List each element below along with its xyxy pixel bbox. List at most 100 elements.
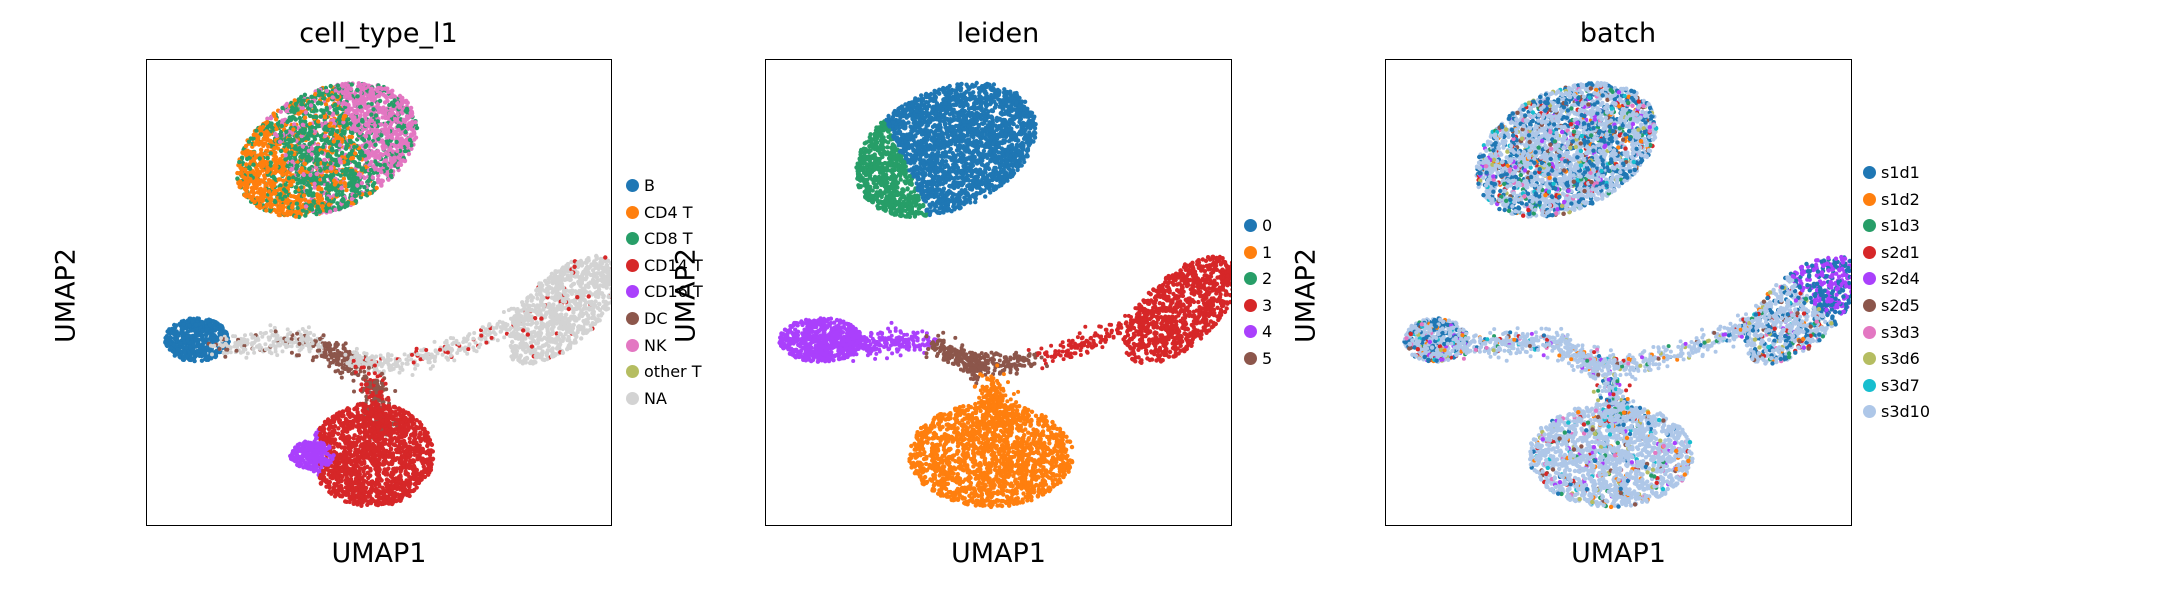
legend-label: 4 [1262, 323, 1272, 342]
legend-item: s2d1 [1863, 240, 1930, 267]
legend-marker [1863, 245, 1876, 259]
legend-label: s1d2 [1881, 190, 1920, 209]
x-axis-label: UMAP1 [765, 538, 1232, 569]
legend-label: 1 [1262, 243, 1272, 262]
legend-label: CD4 T [644, 203, 693, 222]
plot-area [765, 59, 1232, 526]
legend-marker [1863, 272, 1876, 286]
legend-label: CD14 T [644, 256, 703, 275]
legend-label: 0 [1262, 216, 1272, 235]
legend-item: 5 [1244, 346, 1272, 373]
legend-item: CD14 T [626, 253, 703, 280]
point-cluster [1743, 254, 1851, 366]
legend-label: s1d3 [1881, 216, 1920, 235]
point-cluster [288, 439, 336, 472]
legend-label: 5 [1262, 349, 1272, 368]
legend: B CD4 T CD8 T CD14 T CD16 T DC NK other T NA [626, 173, 703, 412]
legend-marker [1863, 405, 1876, 419]
legend-item: CD4 T [626, 200, 703, 227]
legend-item: s3d7 [1863, 373, 1930, 400]
legend-label: other T [644, 362, 701, 381]
legend-label: 2 [1262, 269, 1272, 288]
legend-marker [1863, 166, 1876, 179]
legend-marker [626, 365, 639, 379]
legend-label: s3d3 [1881, 323, 1920, 342]
legend-marker [626, 179, 639, 192]
point-cluster [1528, 401, 1695, 510]
panel-title: cell_type_l1 [146, 18, 611, 49]
legend-label: s3d7 [1881, 376, 1920, 395]
legend-item: 0 [1244, 213, 1272, 240]
legend-item: s1d3 [1863, 213, 1930, 240]
legend-label: s1d1 [1881, 163, 1920, 182]
point-cluster [507, 253, 611, 366]
legend-item: NK [626, 333, 703, 360]
legend-label: s2d5 [1881, 296, 1920, 315]
point-cluster [1583, 303, 1769, 377]
legend-item: B [626, 173, 703, 200]
legend-marker [626, 258, 639, 272]
plot-area [1385, 59, 1852, 526]
legend-marker [626, 338, 639, 352]
legend-marker [1863, 378, 1876, 392]
legend-item: DC [626, 306, 703, 333]
legend-marker [1244, 219, 1257, 232]
legend-item: CD16 T [626, 279, 703, 306]
legend-marker [626, 311, 639, 325]
legend-label: DC [644, 309, 668, 328]
legend-item: s3d3 [1863, 320, 1930, 347]
x-axis-label: UMAP1 [1385, 538, 1852, 569]
legend-marker [1244, 325, 1257, 339]
legend-label: s3d10 [1881, 403, 1930, 422]
legend-marker [626, 232, 639, 246]
panel-title: leiden [765, 18, 1231, 49]
legend-item: s2d4 [1863, 266, 1930, 293]
legend-item: s1d2 [1863, 187, 1930, 214]
legend: 0 1 2 3 4 5 [1244, 213, 1272, 373]
legend-marker [1863, 192, 1876, 206]
point-cluster [1442, 326, 1616, 381]
legend-label: s2d4 [1881, 270, 1920, 289]
umap-panel-cell-type: cell_type_l1 UMAP2 UMAP1 B CD4 T CD8 T CD14… [0, 0, 703, 600]
legend-item: s3d10 [1863, 399, 1930, 426]
legend-item: 4 [1244, 319, 1272, 346]
legend-item: 2 [1244, 266, 1272, 293]
x-axis-label: UMAP1 [146, 538, 612, 569]
panel-title: batch [1385, 18, 1851, 49]
umap-scatter [163, 81, 611, 508]
legend-label: CD8 T [644, 229, 693, 248]
legend-marker [1863, 352, 1876, 366]
legend-marker [1244, 245, 1257, 259]
legend-item: CD8 T [626, 226, 703, 253]
legend-item: NA [626, 386, 703, 413]
legend-label: NK [644, 336, 666, 355]
legend-marker [626, 285, 639, 299]
legend-item: other T [626, 359, 703, 386]
point-cluster [1474, 80, 1659, 219]
legend-marker [1244, 298, 1257, 312]
umap-panel-batch: batch UMAP2 UMAP1 s1d1 s1d2 s1d3 s2d1 s2d4 s2… [0, 0, 1931, 600]
legend-label: CD16 T [644, 283, 703, 302]
legend-item: 1 [1244, 240, 1272, 267]
legend-item: s2d5 [1863, 293, 1930, 320]
y-axis-label: UMAP2 [1291, 246, 1322, 346]
plot-area [146, 59, 612, 526]
point-cluster [309, 401, 436, 508]
legend-item: 3 [1244, 293, 1272, 320]
legend-label: B [644, 176, 655, 195]
point-cluster [235, 81, 420, 220]
legend-item: s3d6 [1863, 346, 1930, 373]
umap-scatter [777, 80, 1231, 510]
legend-label: s3d6 [1881, 349, 1920, 368]
umap-scatter [1402, 80, 1851, 510]
legend-marker [1863, 325, 1876, 339]
legend-label: 3 [1262, 296, 1272, 315]
legend-marker [1244, 272, 1257, 286]
legend-label: s2d1 [1881, 243, 1920, 262]
point-cluster [854, 80, 1038, 219]
point-cluster [1122, 254, 1231, 365]
legend-item: s1d1 [1863, 160, 1930, 187]
legend-marker [1863, 298, 1876, 312]
legend-marker [1863, 219, 1876, 233]
